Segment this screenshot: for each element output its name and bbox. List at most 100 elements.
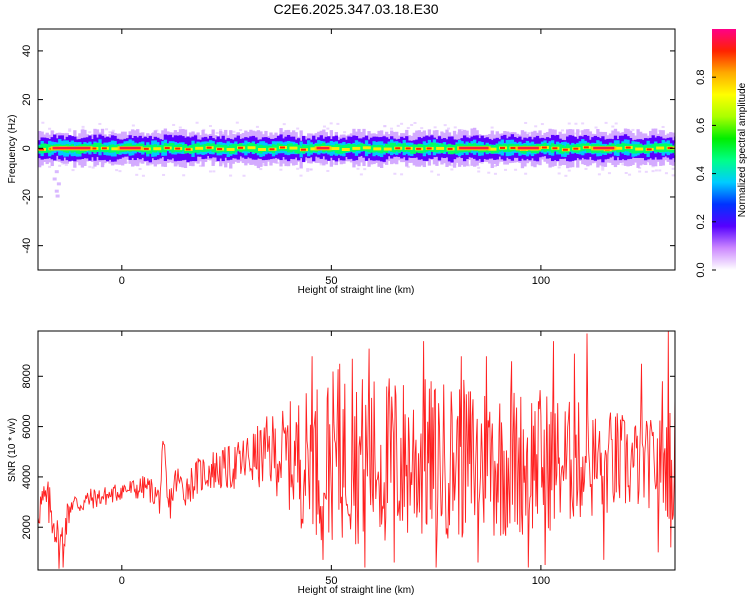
spectrogram-band-cell — [307, 145, 311, 152]
spectrogram-speckle — [607, 172, 611, 175]
spectrogram-speckle — [601, 166, 605, 169]
spectrogram-hotspot — [656, 146, 665, 150]
spectrogram-speckle — [208, 170, 212, 173]
spectrogram-speckle — [383, 125, 387, 128]
spectrogram-speckle — [410, 123, 414, 126]
spectrogram-y-ticks: -40 -20 0 20 40 — [21, 45, 675, 254]
spectrogram-speckle — [138, 167, 142, 170]
spectrogram-speckle — [88, 131, 92, 134]
spectrogram-peak — [625, 146, 631, 149]
spectrogram-speckle — [172, 123, 176, 126]
spectrogram-speckle — [614, 122, 618, 125]
spectrogram-speckle — [567, 169, 571, 172]
spectrogram-band-cell — [651, 144, 655, 151]
spectrogram-speckle — [654, 169, 658, 172]
spectrogram-band-cell — [286, 143, 291, 153]
spectrogram-speckle — [182, 174, 186, 177]
spectrogram-speckle — [356, 167, 360, 170]
spectrogram-hotspot — [383, 147, 392, 151]
colorbar-tick-label: 0.0 — [695, 262, 707, 277]
spectrogram-hotspot — [226, 147, 235, 151]
spectrogram-speckle — [597, 173, 601, 176]
spectrogram-band-cell — [369, 145, 374, 153]
spectrogram-speckle — [105, 128, 109, 131]
spectrogram-speckle — [131, 124, 135, 127]
spectrogram-speckle — [658, 169, 662, 172]
spectrogram-band-cell — [402, 143, 406, 153]
spectrogram-band-cell — [151, 145, 155, 153]
spectrogram-peak — [143, 147, 149, 150]
spectrogram-peak-segment — [119, 146, 141, 150]
spectrogram-speckle — [524, 121, 528, 124]
spectrogram-speckle — [198, 164, 202, 167]
spectrogram-peak — [217, 148, 223, 151]
spectrogram-peak — [416, 147, 422, 150]
spectrogram-band-cell — [379, 145, 384, 154]
spectrogram-speckle — [664, 172, 668, 175]
spectrogram-speckle — [574, 122, 578, 125]
spectrogram-speckle — [162, 173, 166, 176]
spectrogram-speckle — [208, 125, 212, 128]
spectrogram-ytick-label: 0 — [21, 145, 33, 151]
spectrogram-speckle — [594, 126, 598, 129]
spectrogram-speckle — [333, 163, 337, 166]
spectrogram-speckle — [68, 128, 72, 131]
spectrogram-speckle — [279, 168, 283, 171]
colorbar-label: Normalized spectral amplitude — [737, 82, 748, 217]
snr-ytick-label: 4000 — [21, 465, 33, 489]
spectrogram-speckle — [239, 129, 243, 132]
spectrogram-speckle — [393, 172, 397, 175]
spectrogram-speckle — [296, 167, 300, 170]
spectrogram-speckle — [222, 162, 226, 165]
spectrogram-ytick-label: 40 — [21, 45, 33, 57]
spectrogram-peak — [426, 147, 432, 150]
spectrogram-frame — [37, 28, 676, 271]
spectrogram-speckle — [406, 165, 410, 168]
spectrogram-speckle — [322, 125, 326, 128]
spectrogram-speckle — [447, 127, 451, 130]
spectrogram-speckle — [306, 169, 310, 172]
spectrogram-peak — [238, 146, 244, 149]
spectrogram-band-cell — [643, 145, 648, 154]
spectrogram-speckle — [299, 174, 303, 177]
spectrogram-speckle — [400, 122, 404, 125]
spectrogram-xtick-label: 100 — [532, 275, 550, 287]
spectrogram-hotspot — [436, 146, 445, 150]
spectrogram-outlier — [56, 182, 61, 186]
spectrogram-band-cell — [495, 144, 499, 153]
spectrogram-speckle — [363, 168, 367, 171]
spectrogram-speckle — [480, 161, 484, 164]
spectrogram-speckle — [98, 122, 102, 125]
spectrogram-speckle — [88, 165, 92, 168]
spectrogram-speckle — [64, 163, 68, 166]
spectrogram-speckle — [312, 133, 316, 136]
spectrogram-speckle — [567, 122, 571, 125]
spectrogram-speckle — [557, 172, 561, 175]
spectrogram-speckle — [343, 131, 347, 134]
spectrogram-peak — [646, 148, 652, 151]
spectrogram-band-cell — [214, 144, 218, 153]
spectrogram-speckle — [71, 169, 75, 172]
spectrogram-band-cell — [181, 145, 185, 152]
spectrogram-speckle — [638, 166, 642, 169]
spectrogram-peak — [405, 147, 411, 150]
spectrogram-band-cell — [442, 144, 447, 152]
snr-x-ticks: 0 50 100 — [119, 331, 550, 587]
spectrogram-speckle — [493, 172, 497, 175]
spectrogram-speckle — [604, 121, 608, 124]
spectrogram-hotspot — [614, 146, 623, 150]
spectrogram-speckle — [574, 132, 578, 135]
spectrogram-speckle — [282, 123, 286, 126]
spectrogram-band-cell — [631, 144, 635, 154]
spectrogram-peak-segment — [459, 146, 489, 150]
spectrogram-hotspot — [373, 147, 382, 151]
spectrogram-xlabel: Height of straight line (km) — [298, 285, 415, 296]
spectrogram-hotspot — [488, 147, 497, 151]
spectrogram-speckle — [195, 121, 199, 124]
spectrogram-speckle — [326, 127, 330, 130]
colorbar-tick-label: 0.4 — [695, 166, 707, 181]
spectrogram-peak — [562, 148, 568, 151]
spectrogram-speckle — [504, 168, 508, 171]
spectrogram-speckle — [309, 168, 313, 171]
spectrogram-speckle — [671, 167, 675, 170]
